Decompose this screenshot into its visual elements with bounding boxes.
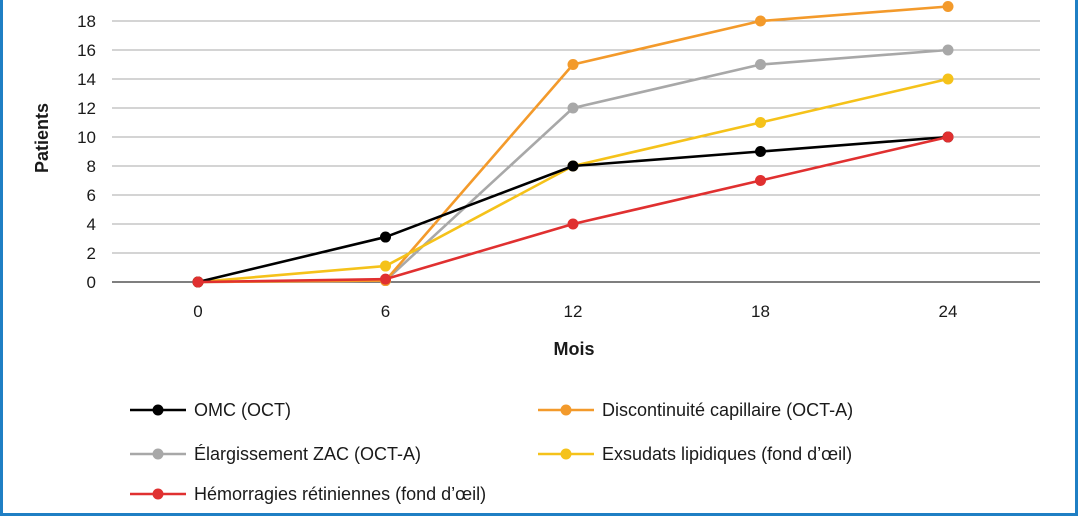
y-tick-label: 2 xyxy=(87,244,96,263)
data-point xyxy=(942,44,954,56)
data-point xyxy=(567,160,579,172)
legend-swatch-marker xyxy=(152,448,164,460)
x-tick-label: 0 xyxy=(193,302,202,321)
x-tick-label: 24 xyxy=(939,302,958,321)
series-group xyxy=(192,1,954,288)
legend-item: Élargissement ZAC (OCT-A) xyxy=(130,444,421,464)
legend-item: Discontinuité capillaire (OCT-A) xyxy=(538,400,853,420)
series-0 xyxy=(192,131,954,288)
legend-swatch-marker xyxy=(560,404,572,416)
legend-item: OMC (OCT) xyxy=(130,400,291,420)
legend-label: Discontinuité capillaire (OCT-A) xyxy=(602,400,853,420)
y-tick-label: 10 xyxy=(77,128,96,147)
data-point xyxy=(192,276,204,288)
x-tick-label: 6 xyxy=(381,302,390,321)
legend-swatch-marker xyxy=(152,488,164,500)
y-tick-label: 6 xyxy=(87,186,96,205)
data-point xyxy=(755,175,766,186)
y-tick-label: 12 xyxy=(77,99,96,118)
data-point xyxy=(755,117,766,128)
series-line xyxy=(197,135,949,284)
y-tick-label: 14 xyxy=(77,70,96,89)
y-tick-labels: 0 2 4 6 8 10 12 14 16 18 xyxy=(77,12,96,292)
x-tick-label: 18 xyxy=(751,302,770,321)
data-point xyxy=(567,218,579,230)
y-tick-label: 4 xyxy=(87,215,96,234)
legend-label: Hémorragies rétiniennes (fond d’œil) xyxy=(194,484,486,504)
x-tick-label: 12 xyxy=(564,302,583,321)
legend-label: Élargissement ZAC (OCT-A) xyxy=(194,444,421,464)
series-line xyxy=(197,135,949,284)
legend: OMC (OCT) Discontinuité capillaire (OCT-A… xyxy=(130,400,853,504)
y-tick-label: 18 xyxy=(77,12,96,31)
data-point xyxy=(567,102,579,114)
data-point xyxy=(755,15,766,27)
series-line xyxy=(197,5,949,284)
data-point xyxy=(380,273,391,285)
legend-label: Exsudats lipidiques (fond d’œil) xyxy=(602,444,852,464)
y-axis-title: Patients xyxy=(32,103,52,173)
legend-label: OMC (OCT) xyxy=(194,400,291,420)
legend-swatch-marker xyxy=(152,404,164,416)
data-point xyxy=(755,59,766,70)
series-4 xyxy=(192,131,954,288)
data-point xyxy=(567,59,579,70)
x-tick-labels: 0 6 12 18 24 xyxy=(193,302,957,321)
y-tick-label: 0 xyxy=(87,273,96,292)
y-tick-label: 8 xyxy=(87,157,96,176)
data-point xyxy=(942,1,954,12)
data-point xyxy=(380,260,391,272)
x-axis-title: Mois xyxy=(553,339,594,359)
data-point xyxy=(942,131,954,143)
data-point xyxy=(755,146,766,157)
y-tick-label: 16 xyxy=(77,41,96,60)
legend-swatch-marker xyxy=(560,448,572,460)
data-point xyxy=(942,73,954,85)
data-point xyxy=(380,231,391,243)
legend-item: Exsudats lipidiques (fond d’œil) xyxy=(538,444,852,464)
legend-item: Hémorragies rétiniennes (fond d’œil) xyxy=(130,484,486,504)
